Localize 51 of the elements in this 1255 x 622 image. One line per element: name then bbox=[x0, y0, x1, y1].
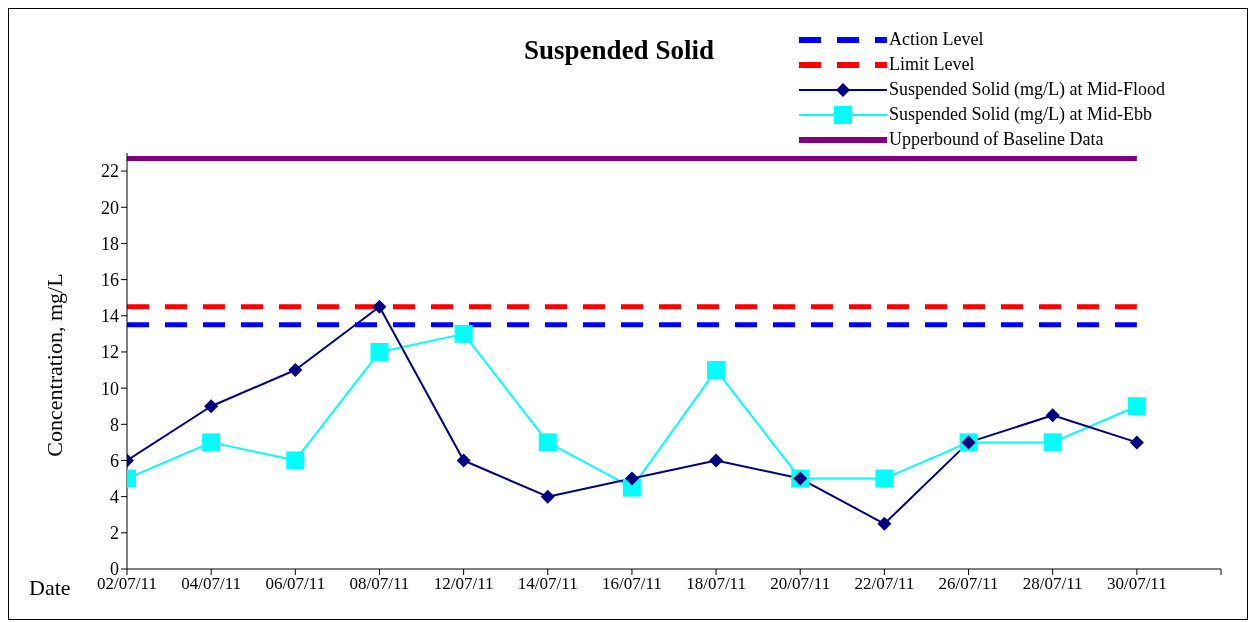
point bbox=[456, 453, 471, 468]
point bbox=[624, 471, 639, 486]
point bbox=[1045, 408, 1060, 423]
y-tick-label: 22 bbox=[101, 161, 119, 182]
x-tick-label: 14/07/11 bbox=[517, 574, 578, 594]
point bbox=[372, 299, 387, 314]
point bbox=[709, 453, 724, 468]
x-tick-label: 28/07/11 bbox=[1022, 574, 1083, 594]
y-tick-label: 8 bbox=[110, 414, 119, 435]
x-tick-label: 12/07/11 bbox=[433, 574, 494, 594]
legend-label: Action Level bbox=[889, 29, 984, 50]
y-tick-label: 20 bbox=[101, 197, 119, 218]
y-tick-label: 12 bbox=[101, 342, 119, 363]
point bbox=[540, 489, 555, 504]
x-tick-label: 08/07/11 bbox=[349, 574, 410, 594]
y-tick-label: 10 bbox=[101, 378, 119, 399]
point bbox=[286, 451, 305, 470]
point bbox=[288, 363, 303, 378]
point bbox=[370, 342, 389, 361]
y-tick-label: 18 bbox=[101, 233, 119, 254]
y-tick-label: 16 bbox=[101, 270, 119, 290]
chart-title: Suspended Solid bbox=[523, 35, 715, 66]
legend-label: Suspended Solid (mg/L) at Mid-Flood bbox=[889, 79, 1165, 100]
legend-label: Limit Level bbox=[889, 54, 975, 75]
x-tick-label: 16/07/11 bbox=[602, 574, 662, 594]
point bbox=[454, 324, 473, 343]
point bbox=[538, 433, 557, 452]
x-tick-label: 26/07/11 bbox=[938, 574, 999, 594]
point bbox=[707, 361, 726, 380]
x-tick-label: 04/07/11 bbox=[181, 574, 242, 594]
point bbox=[204, 399, 219, 414]
x-tick-label: 02/07/11 bbox=[97, 574, 157, 594]
point bbox=[1043, 433, 1062, 452]
y-tick-label: 14 bbox=[101, 306, 119, 327]
legend-label: Suspended Solid (mg/L) at Mid-Ebb bbox=[889, 104, 1152, 125]
x-tick-label: 20/07/11 bbox=[770, 574, 831, 594]
legend-label: Upperbound of Baseline Data bbox=[889, 129, 1104, 150]
y-axis-title: Concentration, mg/L bbox=[42, 273, 68, 457]
x-tick-label: 30/07/11 bbox=[1106, 574, 1167, 594]
y-tick-label: 4 bbox=[110, 487, 119, 508]
x-tick-label: 18/07/11 bbox=[686, 574, 746, 594]
x-tick-label: 22/07/11 bbox=[854, 574, 915, 594]
point bbox=[1129, 435, 1144, 450]
point bbox=[875, 469, 894, 488]
point bbox=[202, 433, 221, 452]
point bbox=[1127, 397, 1146, 416]
x-tick-label: 06/07/11 bbox=[265, 574, 326, 594]
point bbox=[877, 516, 892, 531]
y-tick-label: 2 bbox=[110, 523, 119, 544]
y-tick-label: 6 bbox=[110, 450, 119, 471]
x-axis-title: Date bbox=[29, 575, 71, 601]
